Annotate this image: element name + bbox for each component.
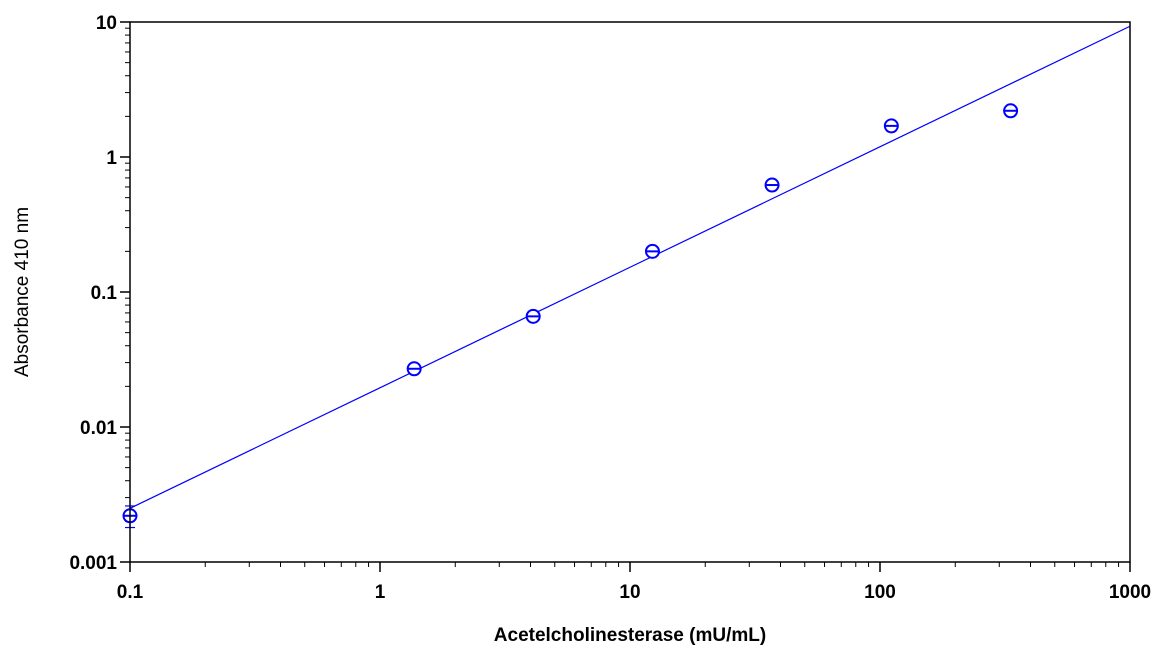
fit-layer (129, 25, 1131, 509)
y-axis-title: Absorbance 410 nm (12, 207, 33, 377)
data-point (764, 177, 780, 193)
x-tick-label: 1000 (1109, 582, 1151, 603)
x-tick-label: 100 (864, 582, 896, 603)
minor-ticks (125, 27, 1120, 567)
x-axis-title: Acetelcholinesterase (mU/mL) (494, 625, 766, 646)
fit-line (129, 25, 1131, 509)
data-point (406, 361, 422, 377)
plot-frame (129, 21, 1131, 563)
y-tick-label: 0.01 (80, 418, 117, 439)
data-point (644, 243, 660, 259)
x-tick-labels: 0.1 1 10 100 1000 (117, 582, 1151, 603)
points-layer (122, 103, 1019, 529)
data-point (1003, 103, 1019, 119)
data-point (525, 308, 541, 324)
x-tick-label: 1 (375, 582, 386, 603)
data-point (883, 118, 899, 134)
y-tick-label: 0.1 (91, 283, 118, 304)
y-tick-label: 0.001 (69, 553, 117, 574)
major-ticks (120, 21, 1131, 572)
x-tick-label: 10 (619, 582, 640, 603)
y-tick-label: 10 (96, 13, 117, 34)
y-tick-label: 1 (106, 148, 117, 169)
y-tick-labels: 0.001 0.01 0.1 1 10 (69, 13, 117, 574)
x-tick-label: 0.1 (117, 582, 144, 603)
